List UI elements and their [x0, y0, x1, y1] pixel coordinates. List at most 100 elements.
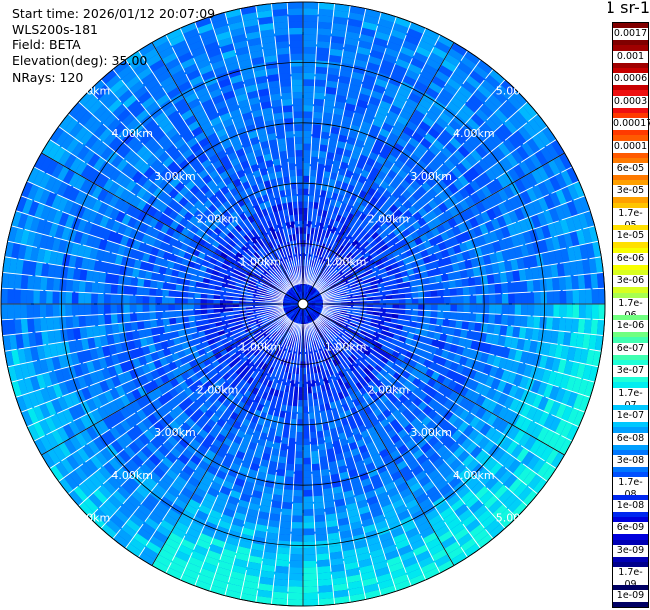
range-gate [116, 294, 124, 304]
range-gate [317, 331, 323, 338]
range-gate [289, 560, 303, 568]
range-gate [344, 561, 360, 571]
range-gate [303, 175, 310, 183]
range-gate [311, 334, 315, 341]
range-gate [384, 549, 400, 561]
range-gate [263, 419, 272, 428]
range-gate [292, 347, 296, 355]
range-gate [315, 325, 321, 332]
range-gate [408, 504, 422, 516]
range-gate [117, 274, 126, 286]
range-gate [469, 304, 477, 314]
range-gate [561, 405, 573, 422]
range-gate [303, 309, 305, 317]
range-gate [466, 476, 481, 491]
range-gate [303, 156, 311, 164]
range-gate [110, 313, 118, 325]
range-gate [331, 337, 338, 344]
range-gate [294, 457, 303, 465]
range-gate [366, 304, 374, 308]
range-gate [437, 311, 444, 319]
range-gate [155, 311, 163, 320]
range-gate [91, 281, 99, 294]
range-gate [375, 341, 383, 349]
range-gate [208, 543, 224, 555]
range-gate [480, 397, 492, 410]
range-gate [20, 289, 28, 304]
range-gate [243, 481, 255, 490]
range-gate [357, 505, 371, 515]
range-gate [576, 362, 586, 379]
range-gate [369, 360, 378, 369]
range-gate [352, 487, 365, 497]
range-gate [468, 499, 484, 514]
range-gate [301, 309, 303, 317]
range-gate [513, 429, 526, 444]
range-gate [274, 125, 285, 133]
range-gate [386, 443, 398, 455]
range-gate [427, 468, 441, 481]
range-gate [428, 361, 438, 371]
range-gate [535, 367, 545, 382]
range-gate [123, 285, 131, 295]
range-gate [234, 552, 250, 562]
range-gate [373, 458, 385, 469]
range-gate [431, 473, 445, 486]
range-gate [317, 572, 332, 580]
range-gate [522, 363, 533, 378]
range-gate [234, 477, 246, 488]
range-gate [291, 79, 303, 86]
range-gate [174, 290, 182, 298]
range-gate [464, 338, 473, 349]
range-gate [303, 483, 313, 491]
range-gate [311, 379, 316, 387]
range-gate [306, 308, 311, 315]
range-gate [370, 507, 384, 518]
range-gate [526, 405, 538, 421]
range-gate [224, 501, 238, 512]
range-gate [500, 436, 514, 452]
range-gate [286, 150, 296, 158]
range-gate [361, 577, 378, 587]
range-gate [543, 413, 556, 430]
range-gate [367, 380, 376, 389]
range-gate [259, 432, 269, 441]
range-gate [470, 445, 483, 459]
range-gate [472, 528, 489, 544]
range-gate [365, 345, 373, 353]
range-gate [288, 438, 296, 445]
range-gate [299, 316, 302, 323]
range-gate [390, 470, 403, 482]
range-gate [261, 426, 270, 435]
range-gate [204, 555, 220, 567]
range-gate [457, 450, 470, 463]
range-gate [397, 510, 411, 522]
range-gate [496, 508, 512, 524]
range-gate [303, 162, 311, 170]
range-gate [289, 554, 303, 561]
range-gate [535, 341, 545, 355]
range-gate [307, 308, 313, 313]
range-gate [443, 311, 451, 320]
range-gate [435, 478, 449, 492]
range-gate [559, 438, 573, 455]
range-gate [329, 319, 337, 325]
range-gate [339, 313, 347, 318]
range-gate [547, 432, 561, 449]
range-gate [455, 363, 465, 375]
range-gate [420, 350, 429, 359]
range-gate [343, 490, 355, 499]
range-gate [414, 470, 428, 482]
range-gate [384, 317, 392, 323]
range-gate [7, 288, 15, 304]
range-gate [536, 426, 550, 443]
range-gate [367, 342, 376, 350]
range-gate [339, 328, 346, 334]
range-gate [497, 406, 509, 420]
range-gate [367, 426, 377, 436]
range-gate [427, 387, 438, 399]
range-gate [309, 314, 315, 320]
range-gate [540, 304, 548, 317]
range-gate [418, 335, 427, 344]
range-gate [317, 391, 323, 399]
